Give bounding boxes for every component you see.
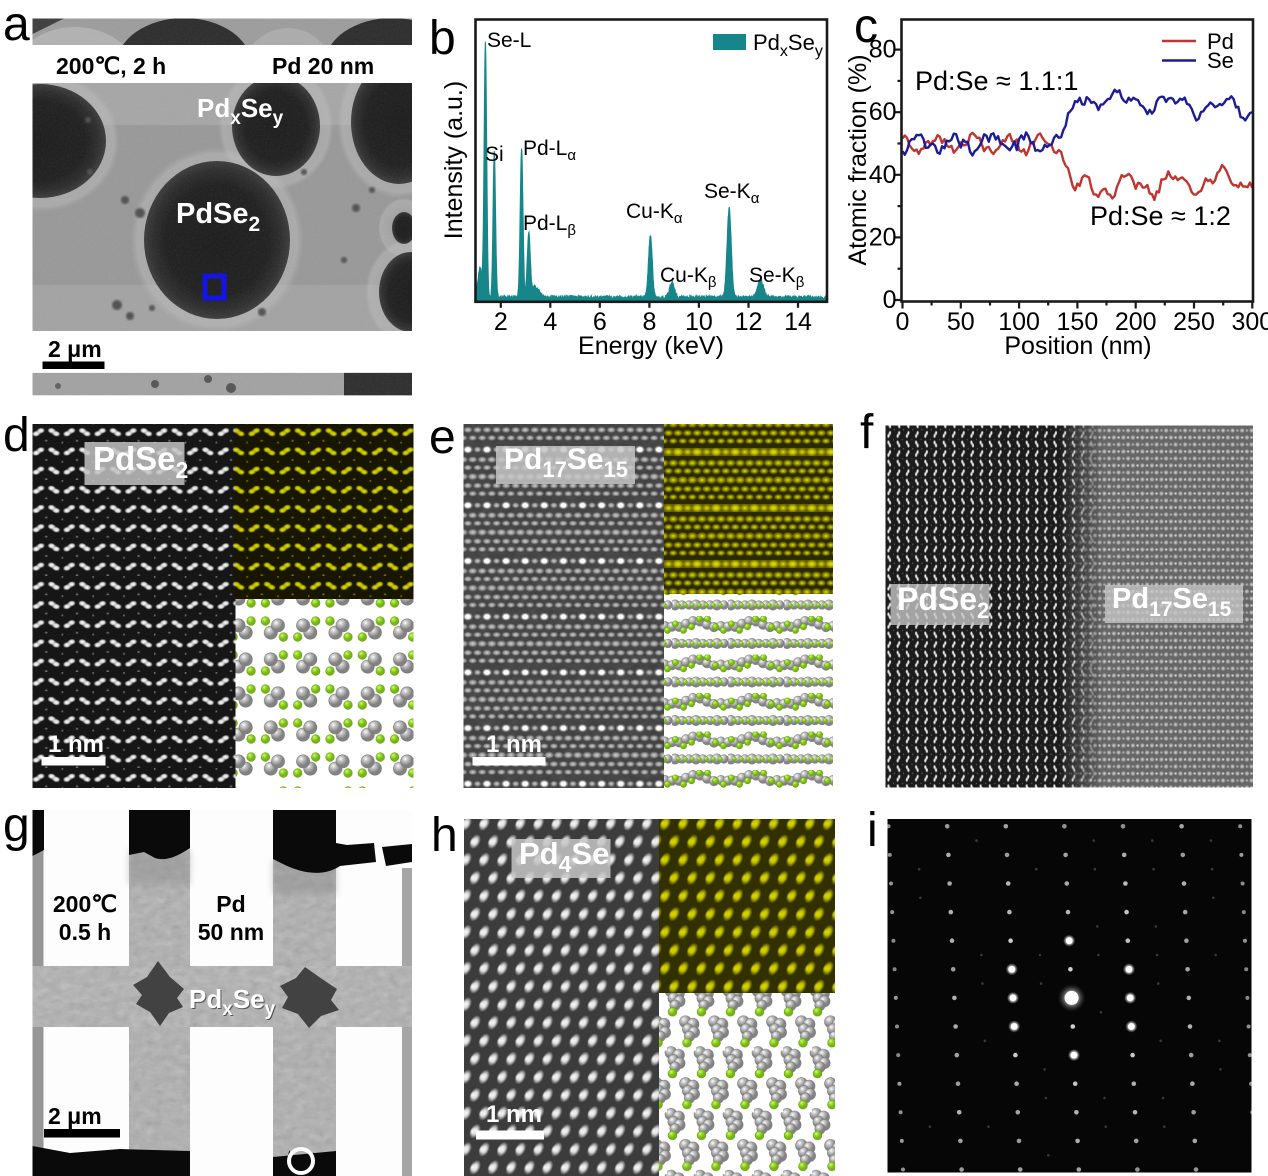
svg-text:PdSe2: PdSe2 [93,440,188,483]
svg-text:Pd 20 nm: Pd 20 nm [272,53,374,79]
svg-text:14: 14 [784,308,812,336]
svg-text:4: 4 [543,308,557,336]
svg-text:40: 40 [869,161,897,189]
svg-text:60: 60 [869,98,897,126]
svg-text:h: h [431,809,458,862]
svg-text:Se-Kα: Se-Kα [704,180,760,207]
svg-text:Intensity (a.u.): Intensity (a.u.) [440,81,468,239]
svg-text:Cu-Kα: Cu-Kα [626,200,683,227]
svg-text:2 μm: 2 μm [48,1103,102,1129]
svg-text:Pd:Se ≈ 1:2: Pd:Se ≈ 1:2 [1090,201,1231,231]
svg-text:f: f [860,406,874,459]
svg-text:1 nm: 1 nm [48,731,104,758]
svg-text:2 μm: 2 μm [48,336,102,362]
svg-text:20: 20 [869,223,897,251]
svg-text:a: a [3,0,30,51]
svg-text:50 nm: 50 nm [198,919,264,945]
svg-text:250: 250 [1173,308,1215,336]
svg-text:Se-Kβ: Se-Kβ [749,264,805,291]
svg-text:PdSe2: PdSe2 [897,581,989,623]
svg-text:50: 50 [947,308,975,336]
svg-text:Position (nm): Position (nm) [1004,332,1151,360]
svg-text:80: 80 [869,36,897,64]
svg-text:100: 100 [998,308,1040,336]
svg-text:g: g [3,799,30,852]
svg-text:Se-L: Se-L [487,29,531,52]
svg-text:10: 10 [685,308,713,336]
svg-text:0: 0 [883,286,897,314]
svg-text:Energy (keV): Energy (keV) [578,332,724,360]
svg-text:Pd: Pd [216,891,245,917]
svg-text:12: 12 [735,308,763,336]
svg-text:b: b [429,12,456,65]
svg-text:c: c [854,0,878,53]
svg-text:i: i [867,804,878,857]
svg-text:0: 0 [896,308,910,336]
svg-text:d: d [3,409,30,462]
svg-text:PdSe2: PdSe2 [176,198,260,236]
svg-text:8: 8 [642,308,656,336]
svg-text:e: e [429,411,456,464]
svg-text:0.5 h: 0.5 h [59,919,111,945]
svg-text:200℃: 200℃ [53,891,117,917]
svg-text:Pd: Pd [1207,29,1234,54]
svg-text:Si: Si [485,143,504,166]
svg-text:Pd:Se ≈ 1.1:1: Pd:Se ≈ 1.1:1 [915,66,1078,96]
svg-text:Cu-Kβ: Cu-Kβ [660,264,717,291]
svg-text:PdxSey: PdxSey [189,984,276,1020]
svg-text:Se: Se [1207,48,1234,73]
svg-text:6: 6 [593,308,607,336]
svg-text:1 nm: 1 nm [486,1101,542,1128]
svg-text:300: 300 [1231,308,1268,336]
svg-text:2: 2 [494,308,508,336]
svg-text:Atomic fraction (%): Atomic fraction (%) [844,54,872,265]
svg-text:200: 200 [1115,308,1157,336]
svg-text:1 nm: 1 nm [486,731,542,758]
svg-text:200℃, 2 h: 200℃, 2 h [56,53,166,79]
svg-text:150: 150 [1057,308,1099,336]
